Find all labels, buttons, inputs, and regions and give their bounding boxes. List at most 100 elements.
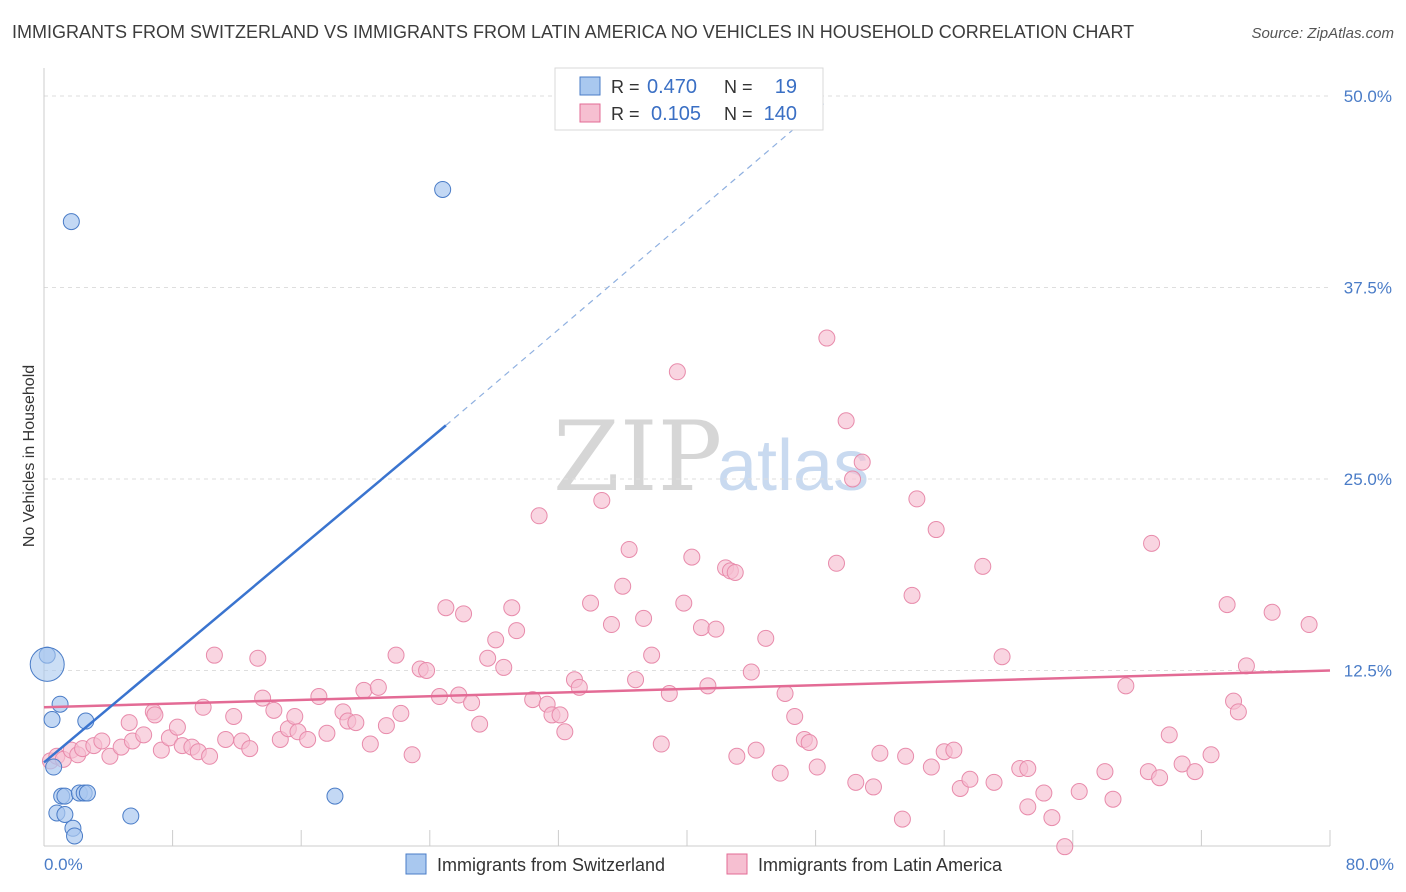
watermark-atlas: atlas xyxy=(717,426,869,506)
data-point-latin-america xyxy=(903,586,921,604)
data-point-latin-america xyxy=(146,706,164,724)
data-point-latin-america xyxy=(699,677,717,695)
y-tick-label: 12.5% xyxy=(1344,662,1392,681)
data-point-latin-america xyxy=(927,521,945,539)
data-point-latin-america xyxy=(556,723,574,741)
trend-lines xyxy=(43,103,1331,764)
data-point-latin-america xyxy=(93,732,111,750)
data-point-switzerland xyxy=(66,827,84,845)
data-point-latin-america xyxy=(1019,798,1037,816)
data-point-latin-america xyxy=(101,747,119,765)
axes xyxy=(43,68,1331,847)
x-tick-label: 0.0% xyxy=(44,855,83,874)
data-point-latin-america xyxy=(660,684,678,702)
data-point-switzerland xyxy=(56,806,74,824)
data-point-latin-america xyxy=(205,646,223,664)
stats-r-label-pink: R = xyxy=(611,104,640,124)
legend-label-latin-america: Immigrants from Latin America xyxy=(758,855,1003,875)
data-point-latin-america xyxy=(922,758,940,776)
stats-n-label-blue: N = xyxy=(724,77,753,97)
chart-source: Source: ZipAtlas.com xyxy=(1251,25,1394,42)
data-point-latin-america xyxy=(361,735,379,753)
stats-n-value-pink: 140 xyxy=(764,103,797,125)
data-point-latin-america xyxy=(1056,838,1074,856)
data-point-switzerland xyxy=(78,784,96,802)
data-point-latin-america xyxy=(1186,763,1204,781)
data-point-latin-america xyxy=(1263,603,1281,621)
data-point-latin-america xyxy=(1300,616,1318,634)
legend-swatch-latin-america xyxy=(726,853,748,875)
trend-line-switzerland xyxy=(43,424,447,764)
data-point-latin-america xyxy=(265,701,283,719)
data-point-latin-america xyxy=(974,557,992,575)
data-point-latin-america xyxy=(675,594,693,612)
watermark-zip: ZIP xyxy=(553,401,722,513)
stats-r-value-blue: 0.470 xyxy=(647,76,697,98)
data-point-latin-america xyxy=(707,620,725,638)
data-point-latin-america xyxy=(479,649,497,667)
data-point-latin-america xyxy=(818,329,836,347)
data-point-latin-america xyxy=(1043,809,1061,827)
data-point-latin-america xyxy=(1143,534,1161,552)
data-point-latin-america xyxy=(392,704,410,722)
data-point-latin-america xyxy=(627,671,645,689)
data-point-latin-america xyxy=(1218,596,1236,614)
data-point-latin-america xyxy=(120,714,138,732)
data-point-latin-america xyxy=(683,548,701,566)
data-point-latin-america xyxy=(201,747,219,765)
data-point-latin-america xyxy=(757,629,775,647)
data-point-latin-america xyxy=(369,678,387,696)
data-point-latin-america xyxy=(747,741,765,759)
data-point-latin-america xyxy=(508,622,526,640)
stats-legend-swatch-pink xyxy=(579,103,601,123)
data-point-latin-america xyxy=(742,663,760,681)
stats-n-label-pink: N = xyxy=(724,104,753,124)
data-point-latin-america xyxy=(168,718,186,736)
data-point-latin-america xyxy=(455,605,473,623)
data-point-latin-america xyxy=(893,810,911,828)
data-point-latin-america xyxy=(620,540,638,558)
data-point-latin-america xyxy=(786,707,804,725)
data-point-latin-america xyxy=(668,363,686,381)
data-point-switzerland xyxy=(122,807,140,825)
data-point-latin-america xyxy=(254,689,272,707)
data-point-latin-america xyxy=(418,662,436,679)
stats-legend-swatch-blue xyxy=(579,76,601,96)
data-point-switzerland xyxy=(43,711,61,729)
data-point-latin-america xyxy=(827,554,845,572)
data-point-latin-america xyxy=(463,694,481,712)
data-point-latin-america xyxy=(985,773,1003,791)
data-point-latin-america xyxy=(726,563,744,581)
data-point-latin-america xyxy=(844,470,862,488)
data-point-latin-america xyxy=(897,747,915,765)
data-point-latin-america xyxy=(471,715,489,733)
data-point-latin-america xyxy=(837,412,855,430)
data-point-switzerland xyxy=(45,758,63,776)
series-latin-america xyxy=(41,329,1318,856)
grid-lines xyxy=(44,95,1330,671)
data-point-latin-america xyxy=(1035,784,1053,802)
data-point-latin-america xyxy=(1173,755,1191,773)
data-point-latin-america xyxy=(847,773,865,791)
legend-swatch-switzerland xyxy=(405,853,427,875)
data-point-latin-america xyxy=(635,609,653,627)
data-point-latin-america xyxy=(318,724,336,742)
data-point-latin-america xyxy=(593,491,611,509)
data-point-latin-america xyxy=(945,741,963,759)
data-point-switzerland xyxy=(326,787,344,805)
data-point-switzerland xyxy=(434,180,452,198)
data-point-latin-america xyxy=(310,688,328,706)
data-point-latin-america xyxy=(771,764,789,782)
data-point-latin-america xyxy=(403,746,421,764)
stats-r-value-pink: 0.105 xyxy=(651,103,701,125)
series-legend: Immigrants from Switzerland Immigrants f… xyxy=(405,853,1003,875)
data-point-latin-america xyxy=(355,681,373,699)
data-point-latin-america xyxy=(387,646,405,664)
data-point-latin-america xyxy=(503,599,521,617)
data-point-latin-america xyxy=(908,490,926,508)
data-point-latin-america xyxy=(961,770,979,788)
data-point-latin-america xyxy=(299,730,317,748)
data-point-latin-america xyxy=(1096,763,1114,781)
data-point-latin-america xyxy=(643,646,661,664)
